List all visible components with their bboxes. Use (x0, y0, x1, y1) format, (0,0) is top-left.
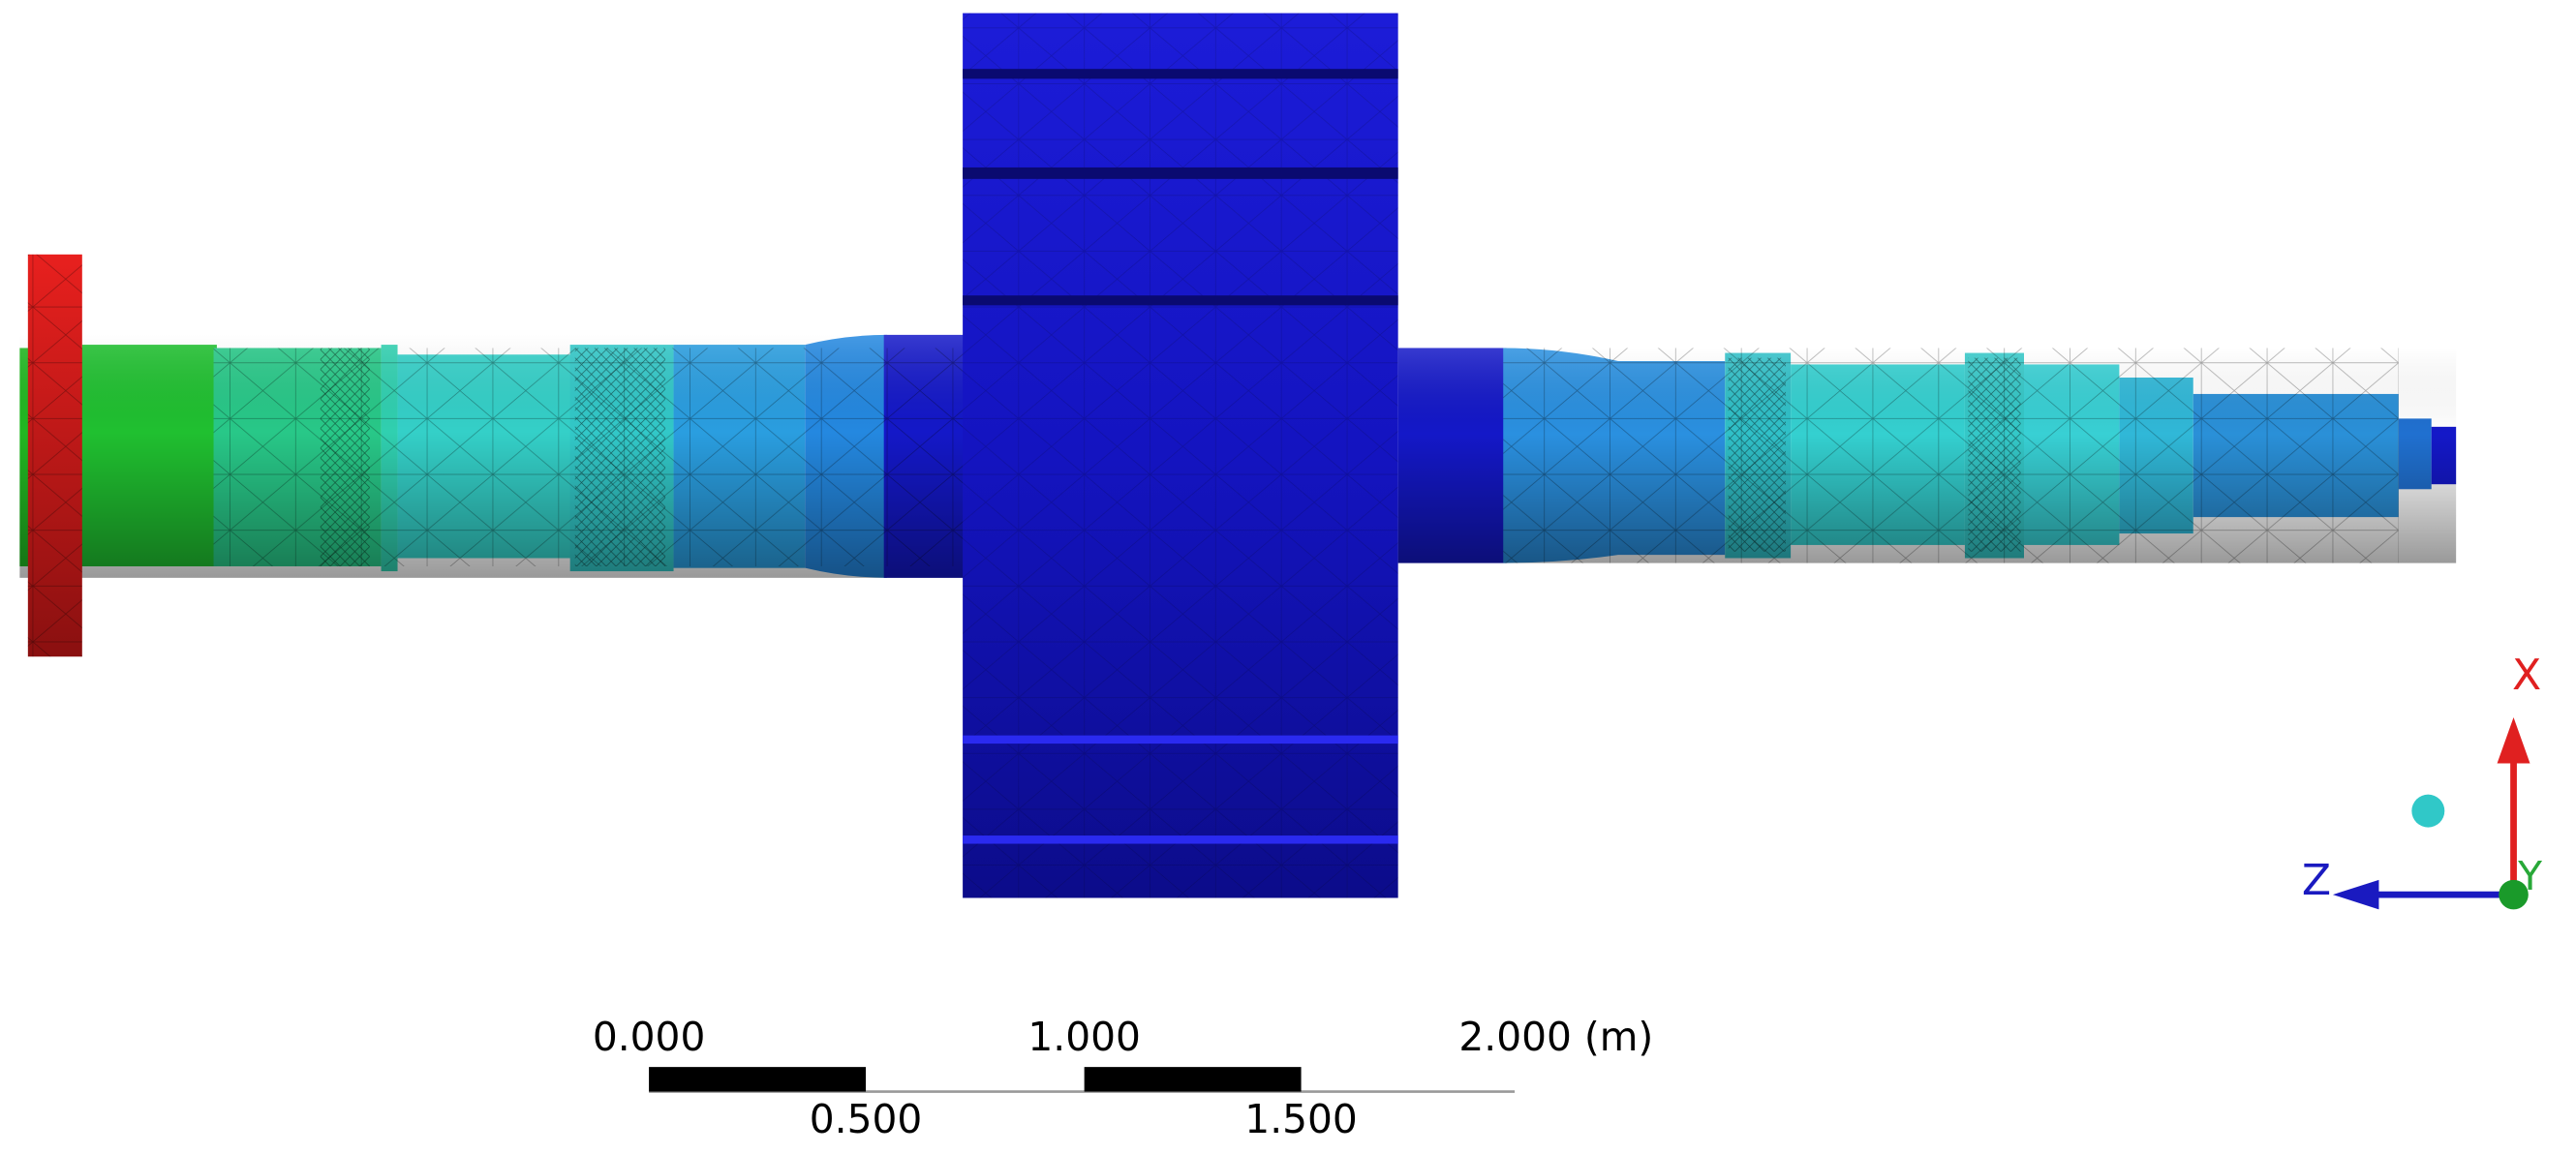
scale-bar: 0.000 1.000 2.000 (m) 0.500 1.500 (593, 1014, 1653, 1142)
origin-sphere (2411, 794, 2445, 828)
axis-label: Y (2517, 853, 2542, 899)
axis-label: Z (2302, 856, 2331, 905)
rotor-model (19, 13, 2457, 898)
scale-label: 1.500 (1244, 1096, 1358, 1142)
scale-label: 2.000 (m) (1458, 1014, 1653, 1060)
scale-label: 0.500 (810, 1096, 923, 1142)
scale-segment (1084, 1067, 1302, 1092)
axis-label: X (2512, 651, 2541, 700)
axis-triad: X Y Z (2302, 651, 2542, 910)
scale-label: 1.000 (1027, 1014, 1141, 1060)
scale-label: 0.000 (593, 1014, 706, 1060)
scale-segment (649, 1067, 867, 1092)
